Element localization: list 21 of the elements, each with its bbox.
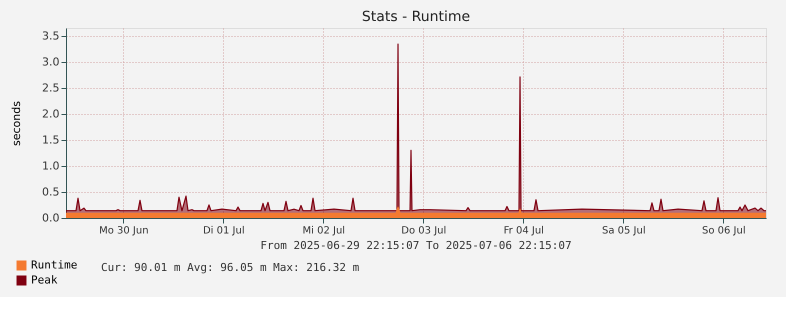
y-tick-label: 0.0: [42, 212, 60, 224]
y-tick-label: 2.5: [42, 81, 60, 94]
x-tick-label: Do 03 Jul: [401, 226, 446, 236]
y-tick-label: 1.5: [42, 133, 60, 146]
x-tick-label: Mo 30 Jun: [99, 226, 149, 236]
x-tick-label: Mi 02 Jul: [302, 226, 346, 236]
x-tick-label: So 06 Jul: [702, 226, 746, 236]
y-axis-title: seconds: [10, 100, 24, 146]
text: From 2025-06-29 22:15:07 To 2025-07-06 22:15:07: [260, 239, 572, 252]
legend-label: Runtime: [31, 258, 78, 272]
y-tick-label: 3.0: [42, 55, 60, 68]
x-tick-label: Di 01 Jul: [202, 226, 245, 236]
y-tick-label: 3.5: [42, 29, 60, 42]
x-tick-label: Sa 05 Jul: [602, 226, 646, 236]
text: Cur: 90.01 m Avg: 96.05 m Max: 216.32 m: [101, 261, 360, 274]
y-tick-label: 0.5: [42, 185, 60, 198]
y-tick-label: 2.0: [42, 107, 60, 120]
chart-title: Stats - Runtime: [362, 9, 470, 25]
legend-label: Peak: [31, 274, 58, 286]
y-tick-label: 1.0: [42, 159, 60, 172]
x-tick-label: Fr 04 Jul: [504, 226, 544, 236]
